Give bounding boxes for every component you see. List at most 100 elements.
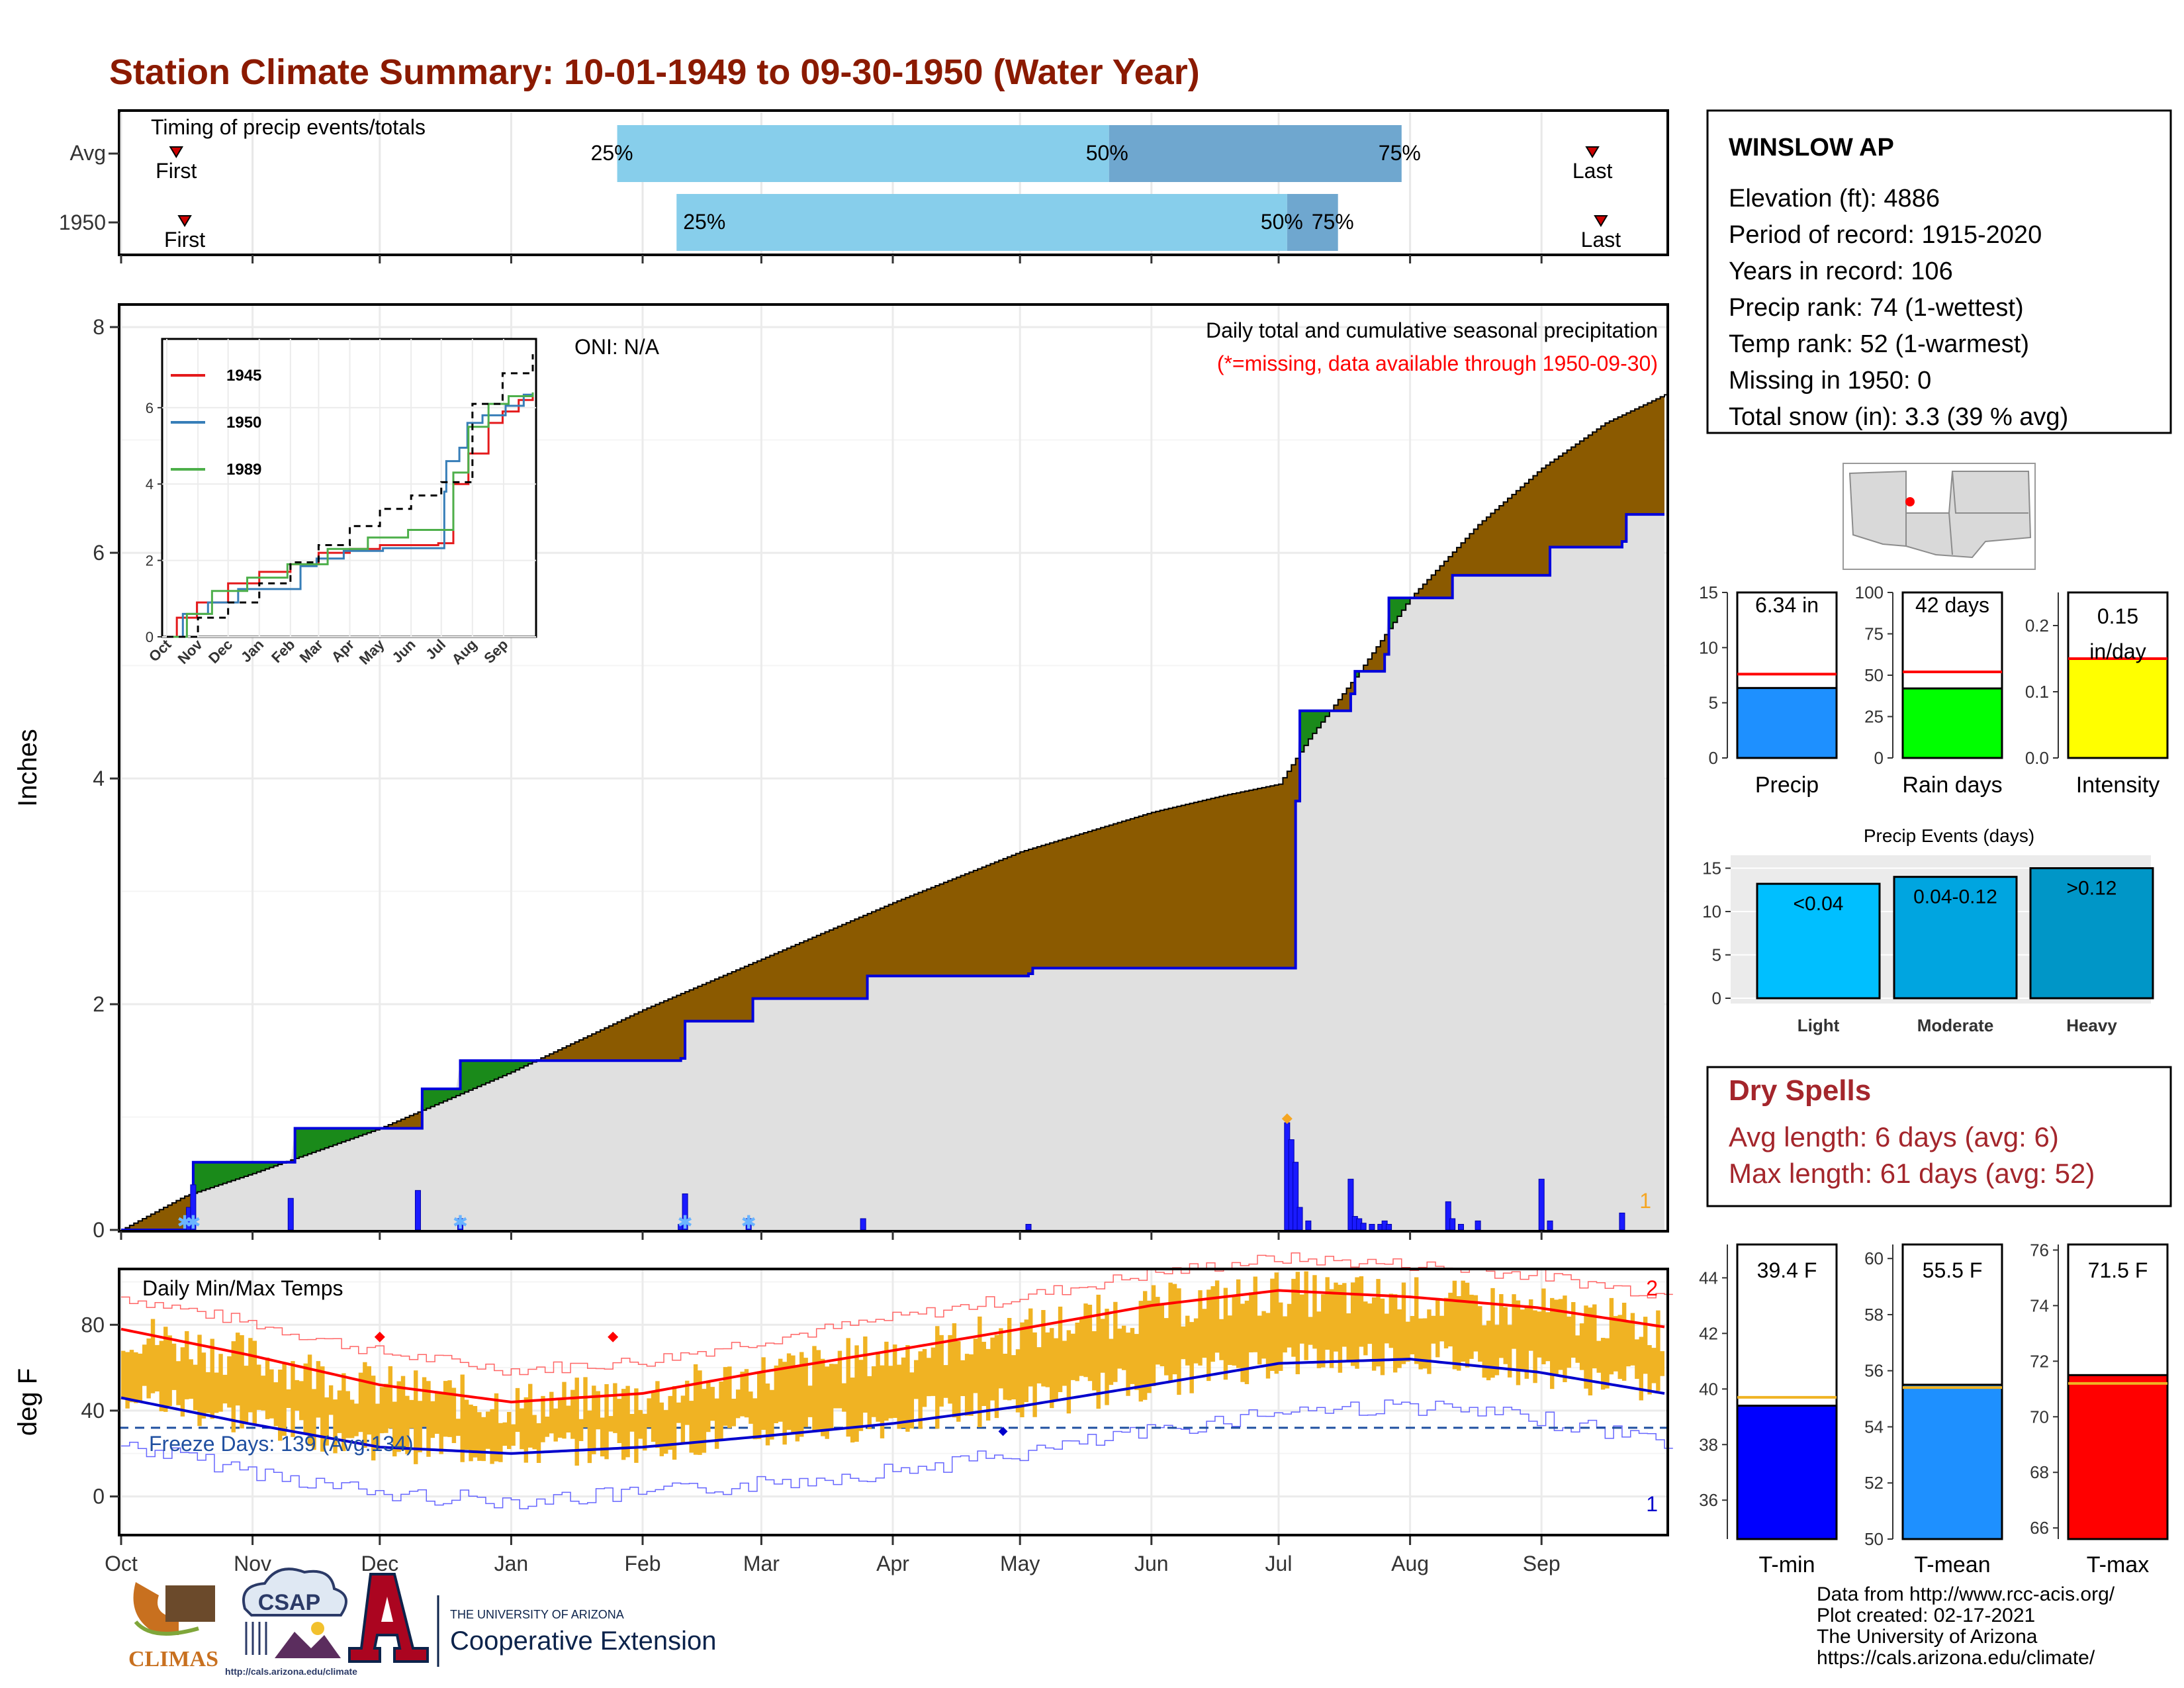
tbar-ytick-label: 66 <box>2030 1518 2049 1538</box>
station-years: Years in record: 106 <box>1729 258 1953 285</box>
timing-p25-label: 25% <box>683 210 725 234</box>
mini-bar-rain-days <box>1901 687 2003 759</box>
temp-label: Daily Min/Max Temps <box>142 1276 343 1300</box>
station-missing: Missing in 1950: 0 <box>1729 367 1931 395</box>
month-label: Sep <box>1523 1552 1561 1575</box>
inset-ytick-label: 2 <box>146 553 154 569</box>
csap-wordmark: CSAP <box>258 1590 320 1615</box>
inset-legend-label: 1945 <box>226 367 261 385</box>
events-bar-label: <0.04 <box>1794 893 1844 915</box>
month-label: Oct <box>105 1552 138 1575</box>
timing-p25-label: 25% <box>591 141 633 165</box>
locator-map <box>1843 463 2036 570</box>
timing-label: Timing of precip events/totals <box>151 115 426 139</box>
station-temp-rank: Temp rank: 52 (1-warmest) <box>1729 330 2029 358</box>
inset-ytick-label: 4 <box>146 476 154 492</box>
events-bar-label: 0.04-0.12 <box>1913 886 1997 908</box>
daily-precip-bar <box>1538 1178 1545 1231</box>
tbar-ytick-label: 58 <box>1864 1305 1884 1325</box>
tbar-ytick-label: 74 <box>2030 1295 2049 1315</box>
first-marker-icon <box>169 146 184 158</box>
events-category-label: Moderate <box>1917 1015 1994 1035</box>
tbar-ytick-label: 44 <box>1699 1268 1718 1288</box>
mini-value-label: 0.15 <box>2097 604 2138 628</box>
snow-star-icon: ✱ <box>177 1212 192 1233</box>
tbar-ytick-label: 54 <box>1864 1417 1884 1436</box>
mini-category-label: Rain days <box>1902 773 2002 798</box>
surplus-area <box>193 598 1410 1194</box>
daily-precip-bar <box>1619 1212 1625 1231</box>
csap-logo: CSAP http://cals.arizona.edu/climate <box>225 1568 357 1677</box>
footer-credits: Data from http://www.rcc-acis.org/ Plot … <box>1817 1583 2115 1669</box>
temp-ytick-label: 0 <box>93 1485 105 1509</box>
temp-ytick-label: 40 <box>81 1399 105 1423</box>
last-label: Last <box>1581 228 1621 252</box>
events-ytick-label: 10 <box>1702 902 1721 921</box>
precip-ylabel: Inches <box>13 729 42 807</box>
snow-star-icon: ✱ <box>453 1212 468 1233</box>
daily-precip-bar <box>1360 1223 1367 1231</box>
tbar-value-label: 39.4 F <box>1757 1258 1817 1282</box>
mini-ytick-label: 50 <box>1864 665 1884 685</box>
timing-bar-50-75 <box>1287 194 1338 251</box>
month-label: Nov <box>234 1552 271 1575</box>
tbar-ytick-label: 36 <box>1699 1490 1718 1510</box>
mini-ytick-label: 15 <box>1699 583 1718 602</box>
month-label: Apr <box>876 1552 909 1575</box>
month-label: Dec <box>361 1552 398 1575</box>
mini-ytick-label: 0.1 <box>2025 682 2049 702</box>
station-elevation: Elevation (ft): 4886 <box>1729 185 1940 212</box>
daily-precip-bar <box>1457 1223 1464 1231</box>
events-bar-moderate <box>1893 876 2018 1000</box>
footer-line-2: Plot created: 02-17-2021 <box>1817 1605 2035 1626</box>
month-label: Aug <box>1391 1552 1429 1575</box>
mini-ytick-label: 5 <box>1709 693 1718 713</box>
freeze-days-label: Freeze Days: 139 (Avg:134) <box>149 1432 414 1456</box>
inset-series-1945 <box>167 396 534 638</box>
daily-precip-bar <box>1475 1220 1481 1231</box>
daily-precip-bar <box>287 1197 294 1231</box>
station-frame <box>1706 109 2172 434</box>
events-bar-light <box>1756 882 1881 1000</box>
month-label: Jan <box>494 1552 529 1575</box>
max-daily-marker-icon <box>1281 1113 1293 1125</box>
tbar-ytick-label: 50 <box>1864 1529 1884 1549</box>
dry-spells-frame <box>1706 1066 2172 1207</box>
mini-value-label: 6.34 in <box>1755 593 1819 617</box>
tbar-category-label: T-min <box>1759 1552 1815 1577</box>
tbar-ytick-label: 72 <box>2030 1351 2049 1371</box>
timing-p50-label: 50% <box>1086 141 1128 165</box>
tbar-ytick-label: 70 <box>2030 1407 2049 1427</box>
tbar-ytick-label: 60 <box>1864 1248 1884 1268</box>
station-snow: Total snow (in): 3.3 (39 % avg) <box>1729 403 2068 431</box>
timing-p50-label: 50% <box>1261 210 1303 234</box>
mini-ytick-label: 10 <box>1699 637 1718 657</box>
avg-max-line <box>120 1289 1665 1404</box>
temp-count-max: 2 <box>1646 1276 1658 1300</box>
tbar-t-mean <box>1901 1383 2003 1540</box>
page-title: Station Climate Summary: 10-01-1949 to 0… <box>109 52 1200 92</box>
mini-value-label: 42 days <box>1915 593 1989 617</box>
daily-precip-bar <box>860 1218 866 1231</box>
inset-ytick-label: 0 <box>146 629 154 645</box>
month-label: Jun <box>1134 1552 1169 1575</box>
daily-precip-bar <box>1386 1223 1392 1231</box>
tbar-value-label: 71.5 F <box>2088 1258 2148 1282</box>
station-precip-rank: Precip rank: 74 (1-wettest) <box>1729 294 2024 322</box>
dry-spells-title: Dry Spells <box>1729 1074 1871 1107</box>
last-label: Last <box>1572 159 1613 183</box>
record-high-marker-icon <box>608 1331 619 1342</box>
mini-ytick-label: 0.0 <box>2025 748 2049 768</box>
mini-value-unit: in/day <box>2089 639 2146 663</box>
events-title: Precip Events (days) <box>1864 825 2034 846</box>
tbar-category-label: T-mean <box>1914 1552 1990 1577</box>
daily-precip-bar <box>1369 1223 1375 1231</box>
precip-title: Daily total and cumulative seasonal prec… <box>1206 318 1658 342</box>
daily-precip-bar <box>1305 1220 1312 1231</box>
precip-ytick-label: 4 <box>93 767 105 790</box>
record-low-marker-icon <box>998 1427 1008 1436</box>
csap-url: http://cals.arizona.edu/climate <box>225 1666 357 1677</box>
station-box: WINSLOW AP Elevation (ft): 4886 Period o… <box>1706 109 2172 434</box>
tbar-ytick-label: 68 <box>2030 1462 2049 1482</box>
